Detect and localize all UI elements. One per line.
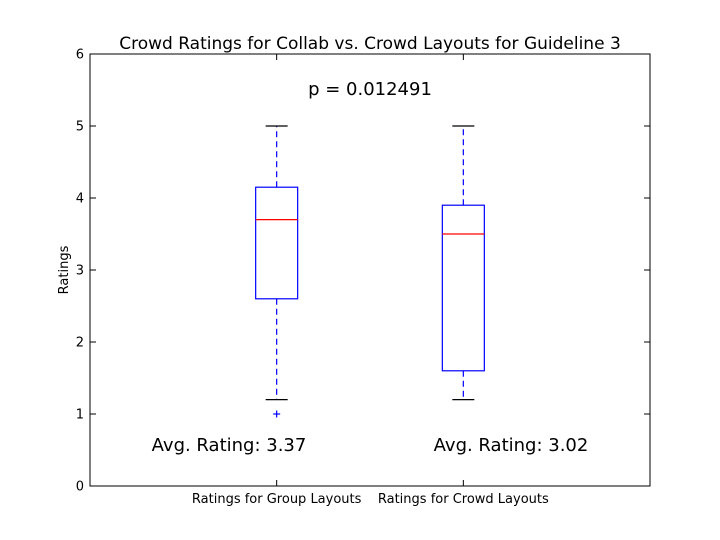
y-tick-label: 2 (76, 336, 84, 351)
x-category-label: Ratings for Group Layouts (192, 492, 362, 507)
y-tick-label: 0 (76, 480, 84, 495)
box (441, 204, 485, 372)
box (255, 186, 299, 300)
p-value-annotation: p = 0.012491 (308, 79, 432, 100)
x-category-label: Ratings for Crowd Layouts (378, 492, 549, 507)
plot-area (89, 53, 651, 487)
avg-rating-group-annotation: Avg. Rating: 3.37 (152, 435, 307, 456)
y-axis-label: Ratings (57, 245, 72, 294)
avg-rating-crowd-annotation: Avg. Rating: 3.02 (434, 435, 589, 456)
y-tick-label: 1 (76, 408, 84, 423)
y-tick-label: 3 (76, 264, 84, 279)
y-tick-label: 6 (76, 48, 84, 63)
y-tick-label: 5 (76, 120, 84, 135)
chart-title: Crowd Ratings for Collab vs. Crowd Layou… (119, 34, 621, 54)
y-tick-label: 4 (76, 192, 84, 207)
